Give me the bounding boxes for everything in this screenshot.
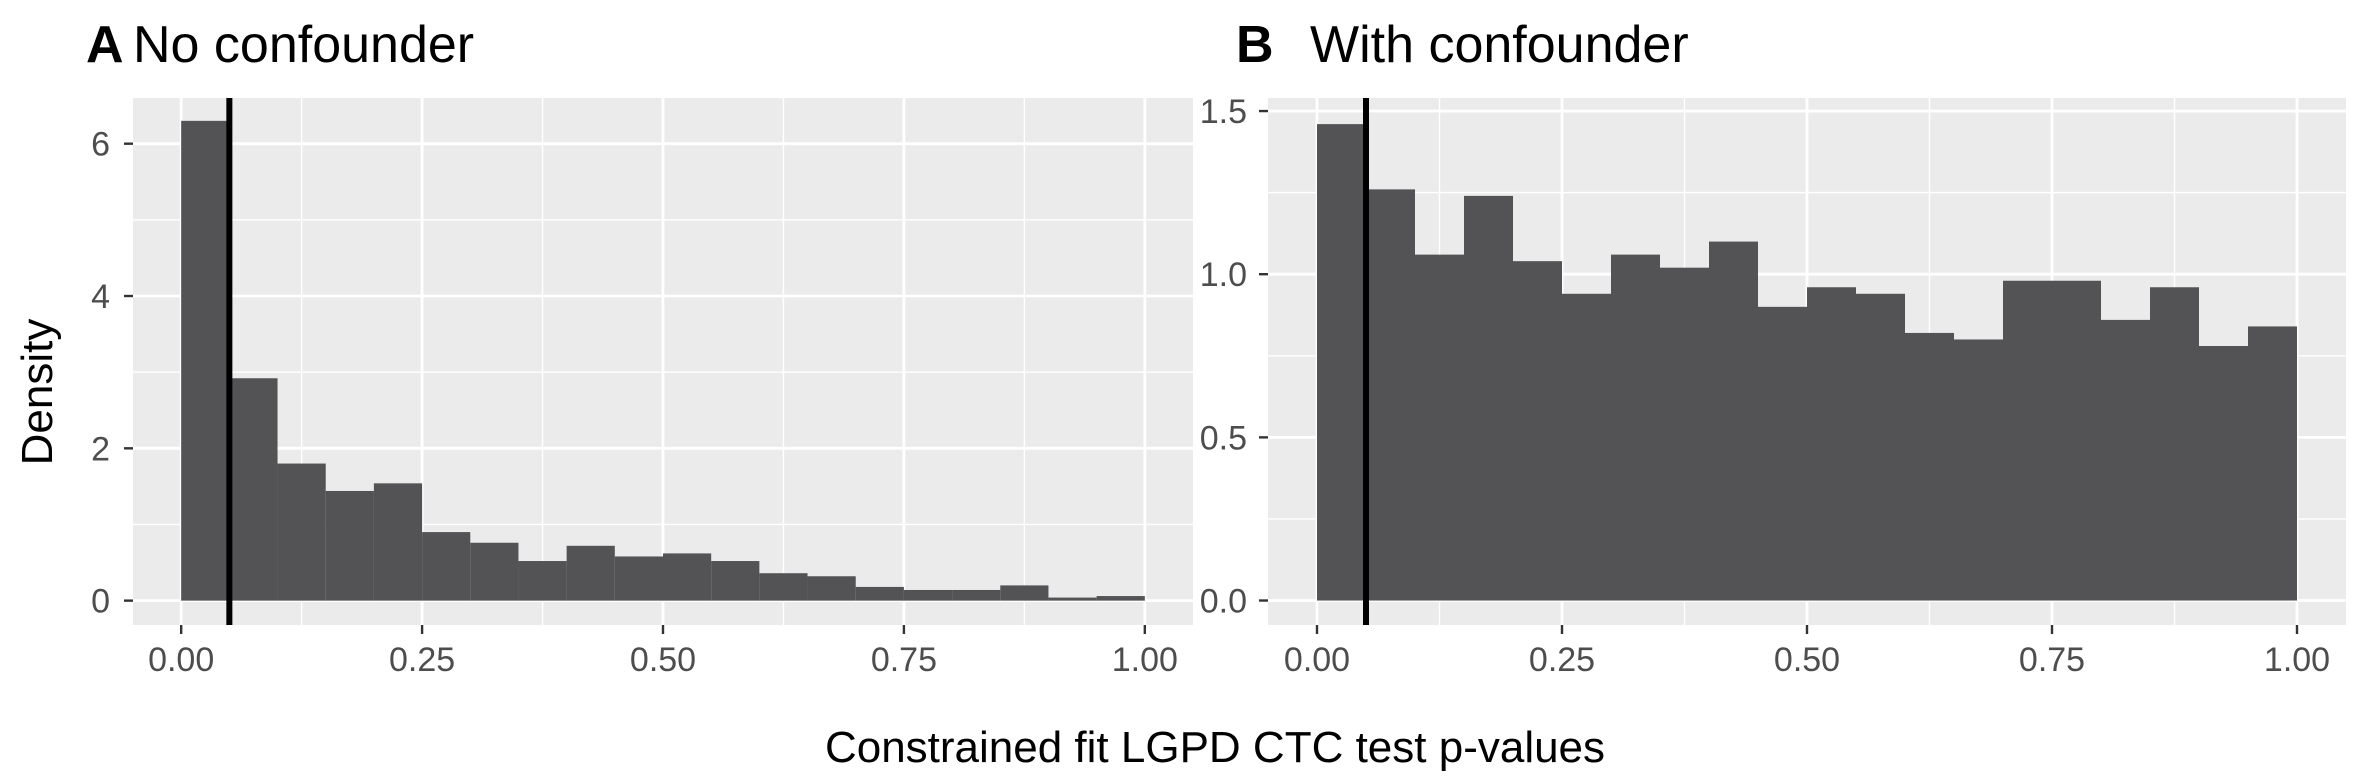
histogram-bar xyxy=(1415,254,1464,601)
histogram-bar xyxy=(1954,339,2003,601)
x-tick-label: 0.50 xyxy=(630,641,696,679)
y-axis-title: Density xyxy=(13,319,62,466)
histogram-bar xyxy=(1660,267,1709,601)
panel-tag: A xyxy=(86,16,124,74)
histogram-bar xyxy=(325,490,374,601)
histogram-bar xyxy=(518,561,567,601)
x-tick-label: 0.75 xyxy=(2019,641,2085,679)
histogram-bar xyxy=(566,545,615,601)
histogram-bar xyxy=(759,573,808,601)
histogram-bar xyxy=(1513,261,1562,601)
x-tick-label: 0.50 xyxy=(1774,641,1840,679)
histogram-bar xyxy=(1856,293,1905,601)
y-tick-label: 6 xyxy=(91,126,110,164)
panel-tag: B xyxy=(1236,16,1274,74)
histogram-bar xyxy=(181,120,230,601)
histogram-bar xyxy=(1000,585,1049,601)
histogram-bar xyxy=(2052,280,2101,601)
y-tick-label: 0 xyxy=(91,583,110,621)
histogram-bar xyxy=(711,561,760,601)
histogram-bar xyxy=(2003,280,2052,601)
histogram-bar xyxy=(855,586,904,601)
y-tick-label: 2 xyxy=(91,430,110,468)
histogram-bar xyxy=(2150,287,2199,601)
histogram-bar xyxy=(470,542,519,601)
histogram-bar xyxy=(1366,189,1415,601)
histogram-bar xyxy=(1096,596,1145,601)
histogram-bar xyxy=(1807,287,1856,601)
x-tick-label: 1.00 xyxy=(1112,641,1178,679)
histogram-bar xyxy=(1611,254,1660,601)
x-tick-label: 0.25 xyxy=(389,641,455,679)
histogram-bar xyxy=(2248,326,2297,601)
x-tick-label: 0.25 xyxy=(1529,641,1595,679)
histogram-bar xyxy=(1709,241,1758,601)
histogram-bar xyxy=(1562,293,1611,601)
histogram-bar xyxy=(614,556,663,601)
histogram-bar xyxy=(952,589,1001,601)
x-tick-label: 0.00 xyxy=(148,641,214,679)
y-tick-label: 0.0 xyxy=(1200,583,1247,621)
y-tick-label: 1.0 xyxy=(1200,256,1247,294)
x-axis-title: Constrained fit LGPD CTC test p-values xyxy=(825,723,1605,772)
histogram-bar xyxy=(1905,332,1954,601)
histogram-bar xyxy=(807,576,856,601)
histogram-bar xyxy=(903,589,953,601)
histogram-bar xyxy=(1048,597,1097,601)
x-tick-label: 0.75 xyxy=(871,641,937,679)
x-tick-label: 0.00 xyxy=(1284,641,1350,679)
histogram-bar xyxy=(2199,346,2248,601)
histogram-bar xyxy=(2101,319,2150,601)
histogram-bar xyxy=(277,463,326,601)
panel-b-with-confounder: 0.00 0.25 0.50 0.75 1.00 0.0 0.5 1.0 1.5 B With co… xyxy=(1200,16,2346,679)
histogram-bar xyxy=(373,483,423,601)
y-tick-label: 4 xyxy=(91,278,110,316)
y-tick-label: 0.5 xyxy=(1200,419,1247,457)
histogram-bar xyxy=(422,532,471,601)
histogram-bar xyxy=(663,553,712,601)
histogram-bar xyxy=(1464,195,1513,601)
histogram-bar xyxy=(1317,124,1366,601)
panel-a-no-confounder: 0.00 0.25 0.50 0.75 1.00 0 2 4 6 A No confounder xyxy=(86,16,1193,679)
y-tick-label: 1.5 xyxy=(1200,93,1247,131)
panel-title: No confounder xyxy=(133,16,474,74)
histogram-bar xyxy=(1758,306,1807,601)
histogram-bar xyxy=(229,378,278,601)
x-tick-label: 1.00 xyxy=(2264,641,2330,679)
panel-title: With confounder xyxy=(1310,16,1689,74)
